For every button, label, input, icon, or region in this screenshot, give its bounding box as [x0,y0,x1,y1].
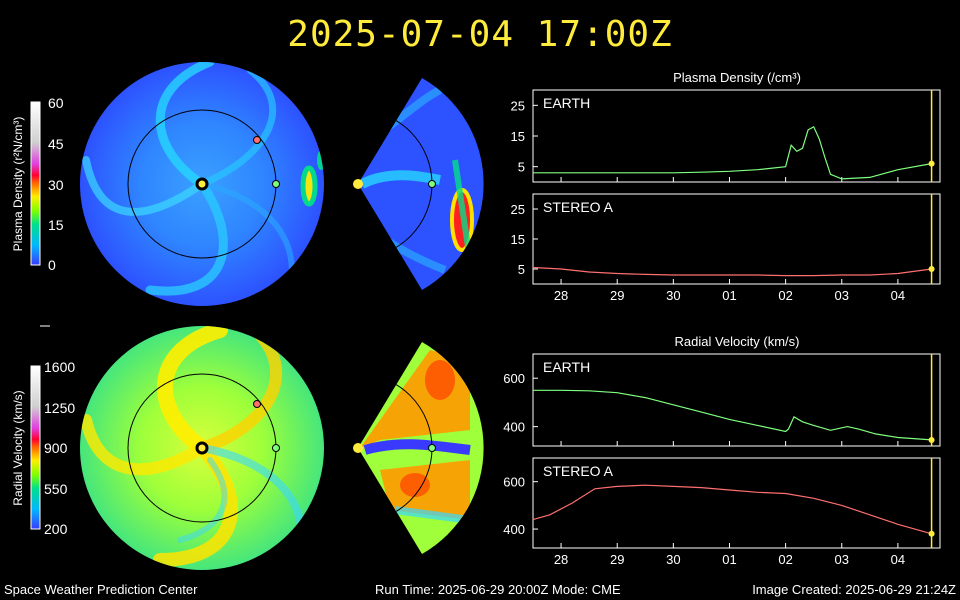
x-tick-label: 03 [835,552,849,567]
plot-frame [532,457,941,549]
x-tick-label: 28 [554,552,568,567]
stereo-a-marker-velocity [253,400,261,408]
density-tick-60: 60 [48,95,64,111]
series-line [533,125,932,180]
series-line [532,484,932,535]
plot-frame [532,89,941,183]
x-tick-label: 04 [891,288,905,303]
x-tick-label: 02 [778,288,792,303]
density-tick-30: 30 [48,177,64,193]
sun-marker [195,177,209,191]
velocity-tick-900: 900 [44,440,68,456]
sun-marker-wedge [353,179,363,189]
earth-marker-wedge [428,180,436,188]
density-colorbar: 60 45 30 15 0 Plasma Density (r²N/cm³) [11,95,64,273]
plot-frame [532,353,941,447]
sun-marker-wedge-velocity [353,443,363,453]
x-tick-label: 30 [666,288,680,303]
velocity-tick-1600: 1600 [44,359,75,375]
x-tick-label: 02 [778,552,792,567]
series-line [532,266,932,277]
density-tick-45: 45 [48,136,64,152]
y-tick-label: 600 [503,371,525,386]
panel-label: STEREO A [543,463,614,479]
x-tick-label: 29 [610,288,624,303]
x-tick-label: 01 [722,552,736,567]
earth-marker [272,180,280,188]
y-tick-label: 15 [511,232,525,247]
earth-marker-velocity [272,444,280,452]
x-tick-label: 28 [554,288,568,303]
velocity-plot-title: Radial Velocity (km/s) [675,334,800,349]
footer-image-created: Image Created: 2025-06-29 21:24Z [752,582,956,597]
y-tick-label: 15 [511,129,525,144]
velocity-meridional-wedge [358,342,484,554]
panel-label: STEREO A [543,199,614,215]
velocity-tick-1250: 1250 [44,400,75,416]
footer-org: Space Weather Prediction Center [4,582,198,597]
timestamp-title: 2025-07-04 17:00Z [287,14,673,55]
current-value-dot [928,160,935,167]
current-value-dot [928,266,935,272]
panel-label: EARTH [543,95,590,111]
y-tick-label: 5 [518,160,525,175]
earth-marker-wedge-velocity [428,444,436,452]
stereo-a-marker [253,136,261,144]
series-line [533,389,932,441]
y-tick-label: 400 [503,522,525,537]
footer-run-time: Run Time: 2025-06-29 20:00Z Mode: CME [375,582,621,597]
y-tick-label: 25 [511,202,525,217]
density-plot-title: Plasma Density (/cm³) [673,70,801,85]
x-tick-label: 04 [891,552,905,567]
velocity-colorbar: 1600 1250 900 550 200 Radial Velocity (k… [11,359,75,537]
sun-marker-velocity [195,441,209,455]
current-value-dot [928,436,935,443]
y-tick-label: 600 [503,475,525,490]
y-tick-label: 25 [511,98,525,113]
velocity-tick-200: 200 [44,521,68,537]
y-tick-label: 5 [518,262,525,277]
x-tick-label: 29 [610,552,624,567]
density-meridional-wedge [358,78,484,290]
density-tick-15: 15 [48,217,64,233]
y-tick-label: 400 [503,420,525,435]
time-series-plots: 25 15 5 EARTH 25 15 5 STEREO A 28 29 30 01 02 03 04 600… [503,89,941,567]
x-tick-label: 03 [835,288,849,303]
velocity-colorbar-label: Radial Velocity (km/s) [11,390,25,505]
density-tick-0: 0 [48,257,56,273]
density-colorbar-label: Plasma Density (r²N/cm³) [11,117,25,252]
velocity-tick-550: 550 [44,481,68,497]
panel-label: EARTH [543,359,590,375]
current-value-dot [928,530,935,537]
x-tick-label: 01 [722,288,736,303]
x-tick-label: 30 [666,552,680,567]
